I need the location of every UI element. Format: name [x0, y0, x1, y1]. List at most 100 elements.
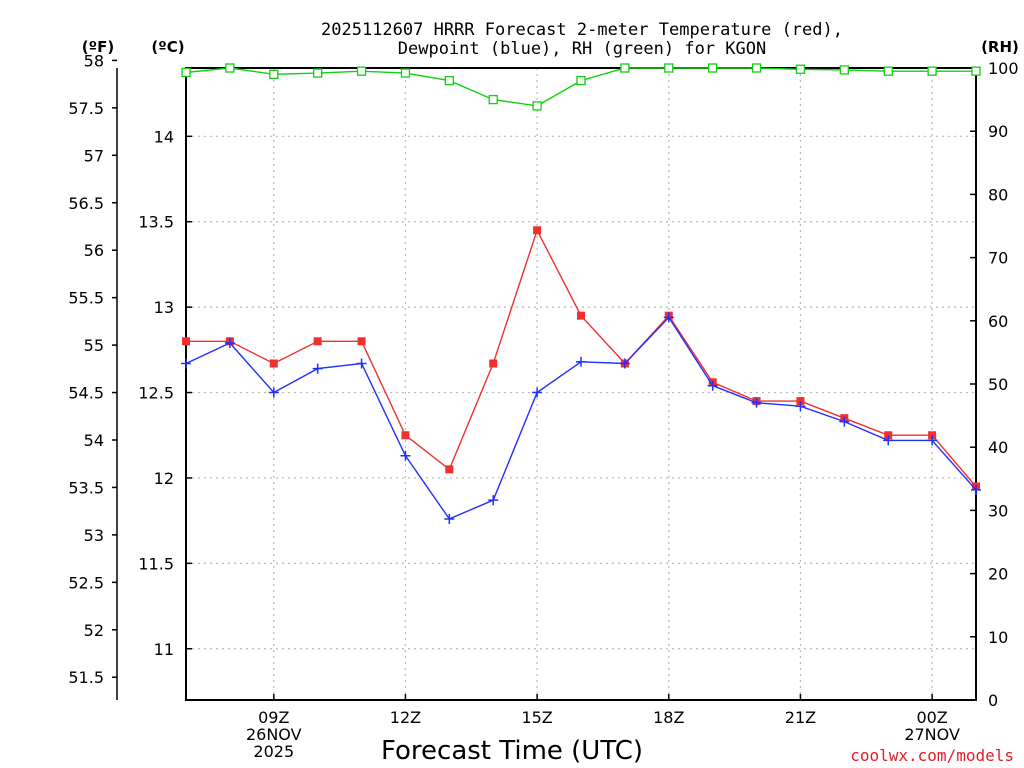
dewpoint-point: [312, 363, 323, 374]
fahrenheit-tick-label: 58: [84, 51, 104, 70]
tick-labels: 51.5 52 52.5 53 53.5 54 54.5 55 55.5 56 56.5 57 57.5…: [68, 51, 1018, 761]
temperature-point: [313, 337, 322, 346]
dewpoint-point: [619, 358, 630, 369]
temperature-point: [928, 431, 937, 440]
rh-point: [971, 66, 981, 76]
fahrenheit-tick-label: 55: [84, 336, 104, 355]
dewpoint-point: [181, 358, 191, 369]
dewpoint-point: [268, 387, 279, 398]
rh-point: [664, 63, 674, 73]
fahrenheit-tick-label: 55.5: [68, 289, 104, 308]
rh-point: [181, 67, 191, 78]
celsius-tick-label: 11.5: [138, 554, 174, 573]
dewpoint-point: [224, 338, 235, 349]
chart-title-line-2: Dewpoint (blue), RH (green) for KGON: [398, 39, 766, 59]
x-tick-label: 18Z: [653, 708, 684, 727]
rh-tick-label: 50: [988, 375, 1008, 394]
fahrenheit-tick-label: 54: [84, 431, 104, 450]
rh-point: [620, 63, 630, 73]
dewpoint-point: [927, 435, 938, 446]
fahrenheit-tick-label: 53: [84, 526, 104, 545]
rh-tick-label: 60: [988, 312, 1008, 331]
temperature-point: [533, 226, 542, 235]
chart-title-line-1: 2025112607 HRRR Forecast 2-meter Tempera…: [321, 20, 843, 40]
celsius-tick-label: 11: [154, 640, 174, 659]
rh-tick-label: 20: [988, 565, 1008, 584]
rh-tick-label: 40: [988, 438, 1008, 457]
dewpoint-point: [707, 380, 718, 391]
rh-line: [185, 67, 976, 107]
rh-tick-label: 90: [988, 122, 1008, 141]
celsius-tick-label: 14: [154, 127, 174, 146]
temperature-point: [357, 337, 366, 346]
fahrenheit-tick-label: 56.5: [68, 194, 104, 213]
x-tick-label: 15Z: [521, 708, 552, 727]
temperature-point: [445, 465, 454, 474]
rh-tick-label: 80: [988, 185, 1008, 204]
x-tick-label: 09Z: [258, 708, 289, 727]
celsius-tick-label: 12.5: [138, 384, 174, 403]
x-tick-label: 21Z: [785, 708, 816, 727]
rh-tick-label: 0: [988, 691, 998, 710]
celsius-tick-label: 13.5: [138, 213, 174, 232]
dewpoint-point: [444, 513, 455, 524]
dewpoint-point: [971, 484, 981, 495]
rh-point: [532, 101, 542, 111]
fahrenheit-tick-label: 54.5: [68, 384, 104, 403]
dewpoint-point: [795, 401, 806, 412]
rh-point: [444, 75, 454, 86]
dewpoint-point: [751, 397, 762, 408]
rh-point: [839, 65, 849, 75]
rh-point: [927, 66, 937, 76]
rh-point: [708, 63, 718, 73]
rh-point: [795, 64, 806, 74]
temperature-point: [182, 337, 190, 346]
x-tick-label: 27NOV: [904, 725, 960, 744]
rh-point: [356, 66, 367, 76]
x-axis-title: Forecast Time (UTC): [381, 736, 643, 766]
credit-text: coolwx.com/models: [850, 746, 1014, 765]
fahrenheit-tick-label: 52: [84, 621, 104, 640]
dewpoint-point: [532, 387, 543, 398]
rh-point: [751, 63, 762, 73]
series-layer: [181, 63, 981, 524]
rh-tick-label: 70: [988, 249, 1008, 268]
celsius-tick-label: 12: [154, 469, 174, 488]
dewpoint-point: [663, 312, 674, 323]
x-tick-label: 12Z: [390, 708, 421, 727]
rh-point: [400, 68, 411, 78]
temperature-point: [269, 359, 278, 368]
celsius-unit-label: (ºC): [151, 38, 184, 56]
rh-point: [488, 94, 498, 105]
dewpoint-point: [883, 435, 894, 446]
temperature-point: [401, 431, 410, 440]
temperature-point: [796, 397, 805, 406]
rh-point: [883, 66, 893, 76]
fahrenheit-tick-label: 57: [84, 146, 104, 165]
dewpoint-point: [488, 495, 499, 506]
dewpoint-point: [356, 358, 367, 369]
rh-point: [576, 75, 586, 86]
fahrenheit-tick-label: 57.5: [68, 99, 104, 118]
plot-frame: [185, 67, 977, 701]
x-tick-label: 26NOV: [246, 725, 302, 744]
temperature-point: [577, 311, 585, 320]
axes: [112, 59, 977, 701]
rh-tick-label: 100: [988, 59, 1019, 78]
x-tick-label: 2025: [253, 742, 294, 761]
rh-point: [225, 63, 235, 73]
dewpoint-point: [400, 450, 411, 461]
fahrenheit-tick-label: 51.5: [68, 668, 104, 687]
fahrenheit-unit-label: (ºF): [82, 38, 114, 56]
rh-tick-label: 30: [988, 501, 1008, 520]
fahrenheit-tick-label: 56: [84, 241, 104, 260]
rh-point: [269, 69, 279, 79]
fahrenheit-tick-label: 52.5: [68, 573, 104, 592]
temperature-point: [884, 431, 893, 440]
rh-unit-label: (RH): [981, 38, 1019, 56]
temperature-point: [489, 359, 498, 368]
dewpoint-point: [576, 356, 586, 367]
fahrenheit-tick-label: 53.5: [68, 478, 104, 497]
dewpoint-point: [839, 416, 850, 427]
